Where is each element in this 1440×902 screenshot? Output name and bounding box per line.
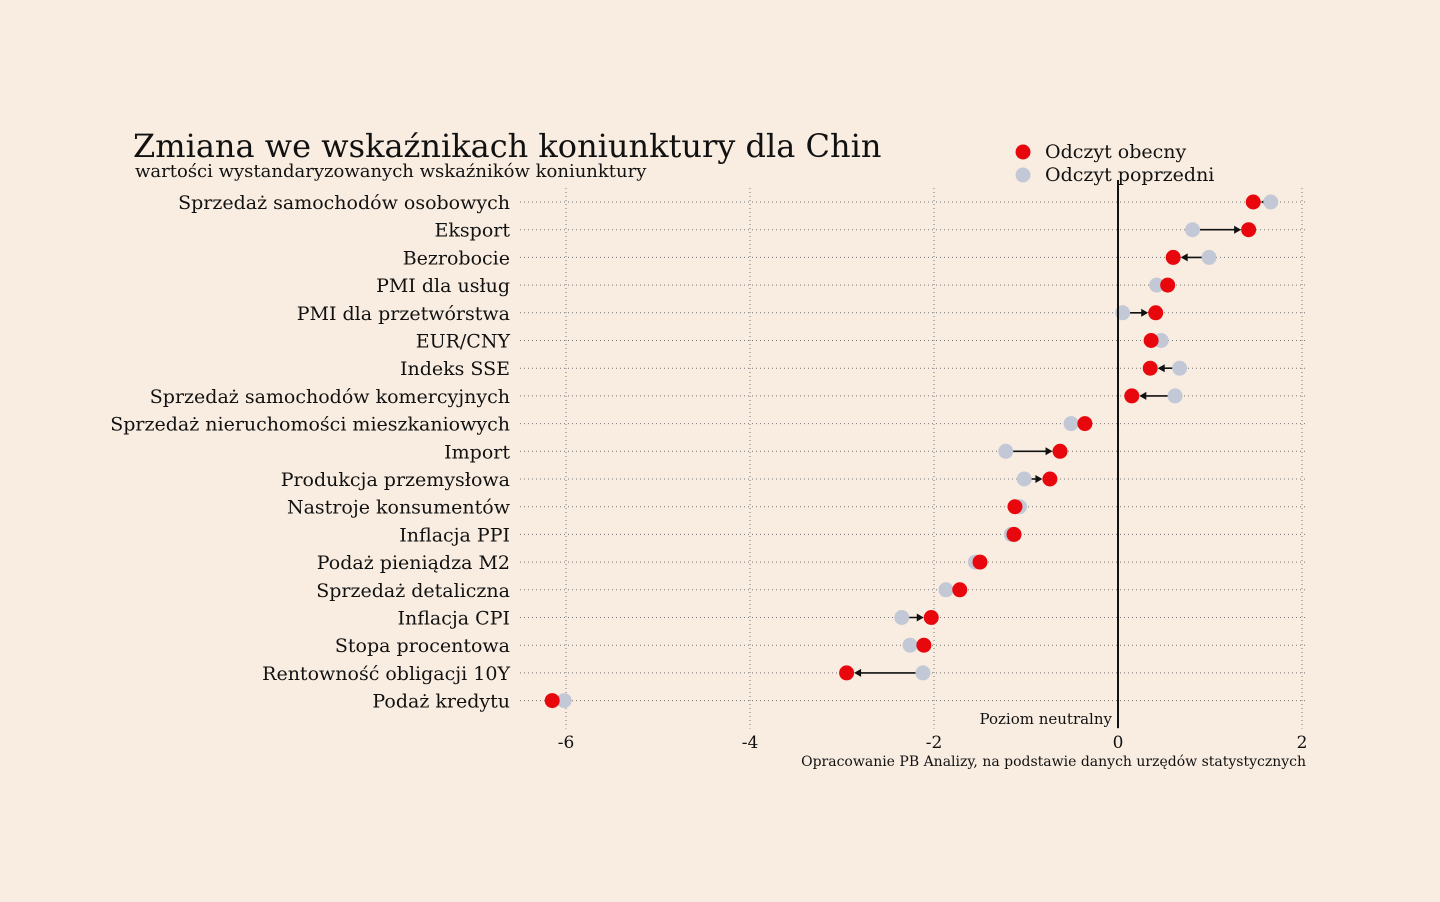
current-point bbox=[916, 637, 932, 653]
category-label: Eksport bbox=[435, 220, 511, 242]
chart-subtitle: wartości wystandaryzowanych wskaźników k… bbox=[135, 161, 647, 182]
current-point bbox=[972, 554, 988, 570]
x-tick-label: 0 bbox=[1113, 733, 1124, 753]
legend-current-label: Odczyt obecny bbox=[1045, 141, 1187, 163]
legend-previous-label: Odczyt poprzedni bbox=[1045, 164, 1214, 186]
previous-point bbox=[1016, 471, 1032, 487]
category-label: Sprzedaż samochodów komercyjnych bbox=[150, 386, 510, 408]
previous-point bbox=[556, 693, 572, 709]
x-axis-ticks: -6 -4 -2 0 2 bbox=[558, 733, 1308, 753]
previous-point bbox=[1263, 194, 1279, 210]
current-point bbox=[1077, 416, 1093, 432]
previous-point bbox=[1185, 222, 1201, 238]
change-arrow-head bbox=[1139, 391, 1147, 400]
previous-point bbox=[1063, 416, 1079, 432]
current-point bbox=[1241, 222, 1257, 238]
change-arrow-head bbox=[1157, 364, 1165, 373]
previous-point bbox=[998, 443, 1014, 459]
current-point bbox=[1042, 471, 1058, 487]
current-point bbox=[1052, 443, 1068, 459]
category-label: Produkcja przemysłowa bbox=[281, 469, 510, 491]
previous-point bbox=[1172, 360, 1188, 376]
legend: Odczyt obecny Odczyt poprzedni bbox=[1015, 141, 1214, 186]
neutral-label: Poziom neutralny bbox=[979, 710, 1112, 728]
current-point bbox=[1142, 360, 1158, 376]
x-tick-label: -2 bbox=[926, 733, 943, 753]
change-arrow-head bbox=[1045, 447, 1053, 456]
previous-point bbox=[902, 637, 918, 653]
current-point bbox=[1143, 333, 1159, 348]
current-point bbox=[1160, 277, 1176, 293]
current-point bbox=[1165, 249, 1181, 265]
category-label: Inflacja PPI bbox=[399, 524, 510, 546]
change-arrow-head bbox=[916, 613, 924, 622]
category-label: Sprzedaż detaliczna bbox=[316, 580, 510, 602]
change-arrow-head bbox=[1141, 308, 1149, 317]
category-label: Sprzedaż samochodów osobowych bbox=[178, 192, 510, 214]
previous-point bbox=[1201, 249, 1217, 265]
previous-point bbox=[938, 582, 954, 598]
category-labels: Sprzedaż samochodów osobowych Eksport Bezr… bbox=[110, 192, 511, 713]
legend-previous-marker bbox=[1015, 167, 1031, 183]
category-label: Import bbox=[444, 441, 510, 463]
change-arrow-head bbox=[854, 668, 862, 677]
previous-point bbox=[1167, 388, 1183, 404]
current-points bbox=[544, 194, 1261, 709]
current-point bbox=[1148, 305, 1164, 321]
x-tick-label: -4 bbox=[742, 733, 759, 753]
change-arrow-head bbox=[1180, 253, 1188, 262]
category-label: Sprzedaż nieruchomości mieszkaniowych bbox=[110, 414, 510, 436]
previous-point bbox=[894, 610, 910, 625]
current-point bbox=[1007, 499, 1023, 515]
category-label: Bezrobocie bbox=[403, 247, 510, 269]
category-label: PMI dla przetwórstwa bbox=[297, 303, 510, 325]
change-arrows bbox=[854, 198, 1271, 677]
x-tick-label: -6 bbox=[558, 733, 575, 753]
change-arrow-head bbox=[1234, 225, 1242, 234]
category-label: Stopa procentowa bbox=[335, 635, 510, 657]
source-note: Opracowanie PB Analizy, na podstawie dan… bbox=[801, 754, 1306, 770]
previous-point bbox=[1149, 277, 1165, 293]
category-label: Podaż pieniądza M2 bbox=[317, 552, 510, 574]
chart-title: Zmiana we wskaźnikach koniunktury dla Ch… bbox=[133, 127, 881, 165]
current-point bbox=[1006, 526, 1022, 542]
previous-point bbox=[915, 665, 931, 681]
category-label: EUR/CNY bbox=[416, 331, 511, 353]
category-label: Inflacja CPI bbox=[398, 608, 510, 630]
category-label: Indeks SSE bbox=[400, 358, 510, 380]
current-point bbox=[952, 582, 968, 598]
category-label: Rentowność obligacji 10Y bbox=[262, 663, 510, 685]
current-point bbox=[1124, 388, 1140, 404]
category-label: PMI dla usług bbox=[376, 275, 510, 297]
legend-current-marker bbox=[1015, 144, 1031, 160]
category-label: Nastroje konsumentów bbox=[287, 497, 511, 519]
current-point bbox=[923, 610, 939, 625]
change-arrow-head bbox=[1035, 475, 1043, 483]
current-point bbox=[839, 665, 855, 681]
x-tick-label: 2 bbox=[1297, 733, 1308, 753]
current-point bbox=[544, 693, 560, 709]
current-point bbox=[1245, 194, 1261, 210]
category-label: Podaż kredytu bbox=[372, 691, 510, 713]
